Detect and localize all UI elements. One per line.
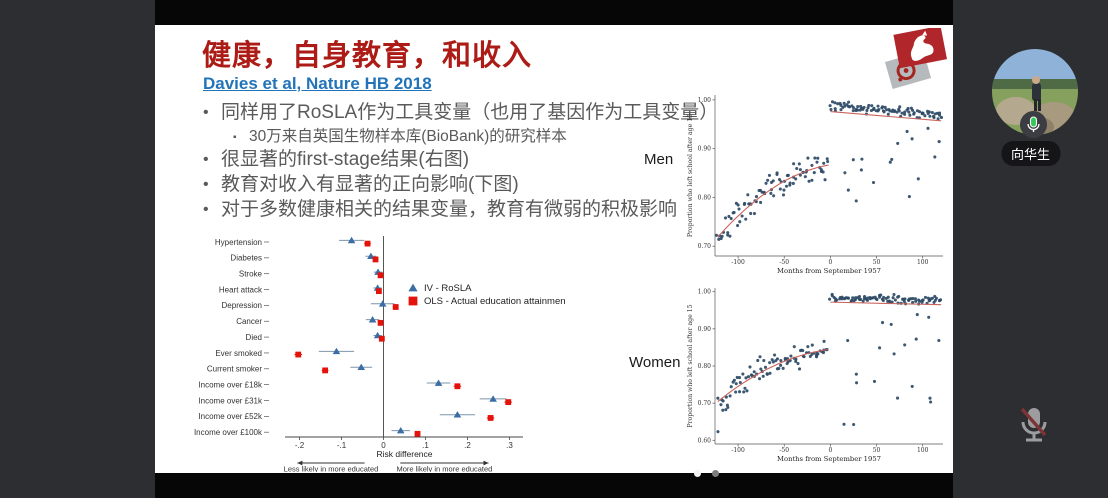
svg-text:.3: .3	[506, 441, 513, 450]
svg-text:-100: -100	[731, 259, 745, 266]
rdd-xlabel: Months from September 1957	[777, 455, 881, 463]
svg-text:1.00: 1.00	[698, 97, 712, 104]
svg-text:0.70: 0.70	[698, 400, 712, 407]
university-crest-logo	[884, 28, 947, 89]
bullet-item: • 对于多数健康相关的结果变量，教育有微弱的积极影响	[203, 198, 719, 222]
forest-category-label: Diabetes	[230, 254, 262, 263]
forest-category-label: Income over £18k	[198, 380, 263, 389]
bullet-marker: •	[203, 176, 209, 193]
forest-category-label: Depression	[222, 301, 262, 310]
svg-text:-.1: -.1	[337, 441, 347, 450]
forest-category-label: Hypertension	[215, 238, 262, 247]
slide-title: 健康，自身教育，和收入	[202, 40, 533, 72]
bullet-marker: •	[203, 151, 209, 168]
forest-category-label: Current smoker	[207, 365, 262, 374]
bullet-marker: ▪	[233, 132, 237, 143]
svg-text:0: 0	[381, 441, 386, 450]
bullet-marker: •	[203, 201, 209, 218]
svg-text:.1: .1	[422, 441, 429, 450]
svg-text:0: 0	[828, 447, 832, 454]
presentation-slide: 健康，自身教育，和收入 Davies et al, Nature HB 2018…	[155, 25, 953, 473]
bullet-item: • 同样用了RoSLA作为工具变量（也用了基因作为工具变量）	[203, 101, 719, 125]
rdd-fit-pre	[717, 164, 829, 238]
page-dot-active[interactable]	[694, 470, 701, 477]
svg-text:-.2: -.2	[295, 441, 305, 450]
svg-text:-100: -100	[731, 447, 745, 454]
svg-text:0.80: 0.80	[698, 363, 712, 370]
left-letterbox-panel	[0, 0, 155, 498]
forest-annotation-left: Less likely in more educated	[284, 465, 379, 473]
bullet-text: 教育对收入有显著的正向影响(下图)	[221, 174, 519, 195]
forest-category-label: Heart attack	[219, 285, 263, 294]
svg-text:0.60: 0.60	[698, 437, 712, 444]
bullet-list: • 同样用了RoSLA作为工具变量（也用了基因作为工具变量） ▪ 30万来自英国生物样…	[203, 101, 719, 223]
svg-text:1.00: 1.00	[698, 289, 712, 296]
forest-category-label: Stroke	[239, 270, 263, 279]
participant-name: 向华生	[1000, 141, 1061, 166]
screen-share-area: 健康，自身教育，和收入 Davies et al, Nature HB 2018…	[155, 0, 953, 498]
rdd-xlabel: Months from September 1957	[777, 267, 881, 275]
svg-text:0.80: 0.80	[698, 194, 712, 201]
forest-legend-label: OLS - Actual education attainment	[424, 296, 565, 307]
forest-annotation-right: More likely in more educated	[396, 465, 492, 473]
bullet-text: 很显著的first-stage结果(右图)	[221, 149, 470, 170]
svg-text:0: 0	[828, 259, 832, 266]
svg-text:-50: -50	[779, 259, 789, 266]
svg-text:0.70: 0.70	[698, 243, 712, 250]
rdd-fit-post	[830, 301, 942, 306]
svg-text:.2: .2	[464, 441, 471, 450]
participants-panel: 向华生	[953, 0, 1108, 498]
citation-link[interactable]: Davies et al, Nature HB 2018	[203, 74, 432, 93]
men-panel-label: Men	[644, 151, 674, 168]
bullet-text: 30万来自英国生物样本库(BioBank)的研究样本	[249, 128, 567, 145]
forest-category-label: Income over £31k	[198, 396, 263, 405]
mic-muted-icon[interactable]	[1011, 402, 1057, 448]
participant-tile[interactable]: 向华生	[953, 0, 1108, 180]
rdd-fit-post	[830, 111, 942, 122]
slide-page-dots	[694, 470, 719, 477]
bullet-text: 对于多数健康相关的结果变量，教育有微弱的积极影响	[221, 199, 678, 220]
svg-text:50: 50	[873, 259, 881, 266]
forest-category-label: Died	[246, 333, 262, 342]
forest-category-label: Income over £52k	[198, 412, 263, 421]
rdd-ylabel: Proportion who left school after age 15	[687, 304, 694, 427]
svg-text:50: 50	[873, 447, 881, 454]
forest-category-label: Income over £100k	[194, 428, 263, 437]
bullet-text: 同样用了RoSLA作为工具变量（也用了基因作为工具变量）	[221, 102, 719, 123]
rdd-fit-pre	[717, 348, 829, 403]
rdd-ylabel: Proportion who left school after age 15	[687, 114, 694, 237]
forest-xlabel: Risk difference	[376, 449, 432, 459]
page-dot-inactive[interactable]	[712, 470, 719, 477]
svg-text:0.90: 0.90	[698, 326, 712, 333]
svg-text:-50: -50	[779, 447, 789, 454]
women-panel-label: Women	[629, 354, 681, 371]
bullet-item: • 教育对收入有显著的正向影响(下图)	[203, 173, 719, 197]
forest-category-label: Cancer	[236, 317, 262, 326]
svg-text:100: 100	[917, 259, 929, 266]
participant-mic-on-icon	[1020, 111, 1047, 138]
forest-legend-label: IV - RoSLA	[424, 283, 472, 294]
women-rdd-chart: 0.60 0.70 0.80 0.90 1.00 -100 -50 0 50 100 Months …	[687, 288, 943, 463]
forest-category-label: Ever smoked	[215, 349, 262, 358]
forest-plot-chart: Hypertension Diabetes Stroke Heart attack De…	[194, 236, 565, 473]
svg-text:100: 100	[917, 447, 929, 454]
bullet-marker: •	[203, 104, 209, 121]
bullet-item: ▪ 30万来自英国生物样本库(BioBank)的研究样本	[233, 126, 719, 147]
svg-text:0.90: 0.90	[698, 146, 712, 153]
bullet-item: • 很显著的first-stage结果(右图)	[203, 148, 719, 172]
men-rdd-chart: 0.70 0.80 0.90 1.00 -100 -50 0 50 100 Months from…	[687, 95, 943, 275]
